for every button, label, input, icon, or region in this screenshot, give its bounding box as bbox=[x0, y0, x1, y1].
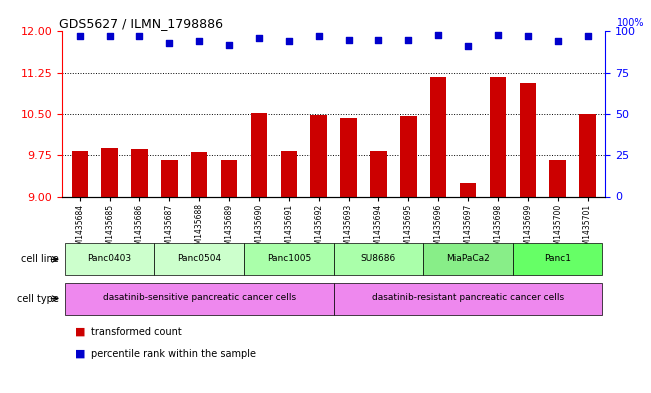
Bar bbox=[579, 114, 596, 196]
Point bbox=[523, 33, 533, 40]
Bar bbox=[333, 243, 423, 275]
Point bbox=[582, 33, 592, 40]
Bar bbox=[460, 183, 477, 196]
Text: 100%: 100% bbox=[616, 18, 644, 28]
Bar bbox=[513, 243, 602, 275]
Point bbox=[224, 42, 234, 48]
Text: cell line: cell line bbox=[21, 254, 59, 264]
Text: dasatinib-sensitive pancreatic cancer cells: dasatinib-sensitive pancreatic cancer ce… bbox=[103, 294, 296, 303]
Bar bbox=[340, 118, 357, 196]
Text: cell type: cell type bbox=[17, 294, 59, 304]
Bar bbox=[333, 283, 602, 314]
Text: GDS5627 / ILMN_1798886: GDS5627 / ILMN_1798886 bbox=[59, 17, 223, 30]
Bar bbox=[519, 83, 536, 196]
Point bbox=[194, 38, 204, 44]
Text: percentile rank within the sample: percentile rank within the sample bbox=[91, 349, 256, 359]
Text: Panc1005: Panc1005 bbox=[267, 254, 311, 263]
Point bbox=[75, 33, 85, 40]
Text: Panc1: Panc1 bbox=[544, 254, 571, 263]
Bar bbox=[154, 243, 244, 275]
Point bbox=[403, 37, 413, 43]
Bar bbox=[65, 243, 154, 275]
Point bbox=[104, 33, 115, 40]
Point bbox=[493, 31, 503, 38]
Bar bbox=[549, 160, 566, 196]
Text: ■: ■ bbox=[75, 349, 85, 359]
Bar bbox=[161, 160, 178, 196]
Point bbox=[134, 33, 145, 40]
Point bbox=[164, 40, 174, 46]
Bar bbox=[490, 77, 506, 196]
Point bbox=[463, 43, 473, 50]
Text: MiaPaCa2: MiaPaCa2 bbox=[446, 254, 490, 263]
Bar bbox=[251, 113, 267, 196]
Bar bbox=[72, 151, 88, 196]
Bar bbox=[311, 115, 327, 196]
Bar bbox=[102, 148, 118, 196]
Text: ■: ■ bbox=[75, 327, 85, 337]
Point bbox=[433, 31, 443, 38]
Text: Panc0403: Panc0403 bbox=[88, 254, 132, 263]
Point bbox=[254, 35, 264, 41]
Point bbox=[553, 38, 563, 44]
Point bbox=[314, 33, 324, 40]
Bar bbox=[244, 243, 333, 275]
Bar bbox=[65, 283, 333, 314]
Text: Panc0504: Panc0504 bbox=[177, 254, 221, 263]
Bar bbox=[191, 152, 208, 196]
Text: dasatinib-resistant pancreatic cancer cells: dasatinib-resistant pancreatic cancer ce… bbox=[372, 294, 564, 303]
Bar bbox=[430, 77, 447, 196]
Bar bbox=[281, 151, 297, 196]
Bar bbox=[423, 243, 513, 275]
Bar bbox=[400, 116, 417, 196]
Point bbox=[373, 37, 383, 43]
Bar bbox=[370, 151, 387, 196]
Point bbox=[343, 37, 353, 43]
Bar bbox=[132, 149, 148, 196]
Point bbox=[284, 38, 294, 44]
Text: transformed count: transformed count bbox=[91, 327, 182, 337]
Bar bbox=[221, 160, 238, 196]
Text: SU8686: SU8686 bbox=[361, 254, 396, 263]
